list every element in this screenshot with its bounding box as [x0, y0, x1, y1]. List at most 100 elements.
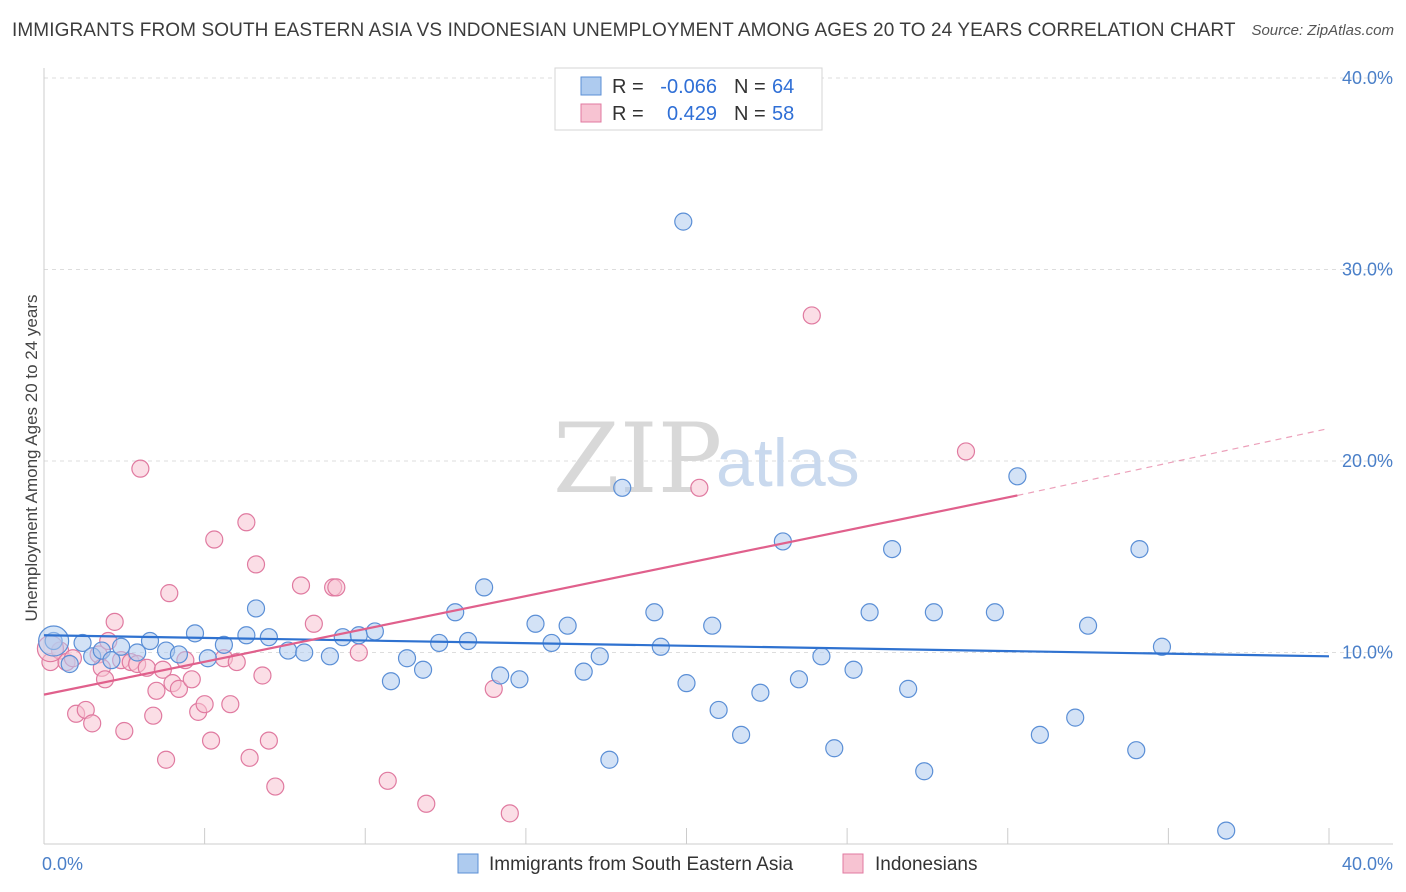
point-immigrants	[1030, 725, 1049, 744]
point-indonesians	[227, 652, 246, 672]
point-immigrants	[185, 624, 205, 643]
point-immigrants	[882, 539, 902, 559]
point-immigrants	[703, 616, 722, 635]
point-indonesians	[246, 555, 266, 574]
point-immigrants	[526, 614, 545, 633]
point-immigrants	[558, 616, 577, 635]
point-indonesians	[105, 612, 124, 631]
point-immigrants	[295, 643, 314, 662]
point-immigrants	[198, 649, 217, 668]
legend-swatch-pink	[580, 103, 602, 123]
point-indonesians	[266, 777, 285, 796]
point-immigrants	[381, 672, 401, 691]
legend-swatch-blue	[580, 76, 602, 96]
legend-n-label-1: N =	[734, 76, 766, 98]
series-immigrants-points	[38, 212, 1236, 840]
point-immigrants	[590, 647, 609, 666]
point-indonesians	[147, 681, 166, 700]
point-immigrants	[732, 725, 751, 744]
chart-title: IMMIGRANTS FROM SOUTH EASTERN ASIA VS IN…	[12, 20, 1236, 41]
legend-n-value-1: 64	[772, 76, 794, 98]
point-indonesians	[802, 306, 821, 325]
point-indonesians	[144, 706, 163, 725]
source-label: Source: ZipAtlas.com	[1251, 22, 1394, 39]
correlation-legend: R = -0.066 N = 64 R = 0.429 N = 58	[554, 67, 823, 131]
point-immigrants	[510, 670, 529, 689]
point-immigrants	[1127, 741, 1146, 760]
point-immigrants	[600, 750, 619, 769]
point-immigrants	[320, 647, 340, 666]
point-indonesians	[378, 771, 397, 790]
point-immigrants	[413, 660, 433, 679]
point-immigrants	[915, 762, 934, 781]
watermark-zip: ZIP	[553, 403, 722, 515]
point-immigrants	[140, 631, 160, 651]
point-indonesians	[327, 578, 346, 597]
point-immigrants	[812, 647, 831, 666]
point-indonesians	[349, 643, 368, 662]
point-indonesians	[500, 804, 519, 823]
point-indonesians	[291, 576, 311, 595]
point-immigrants	[214, 635, 233, 654]
point-indonesians	[240, 748, 259, 767]
point-immigrants	[844, 660, 863, 679]
bottom-legend-swatch-pink	[842, 853, 864, 874]
point-immigrants	[102, 651, 121, 670]
y-tick-label: 10.0%	[1342, 643, 1393, 663]
point-indonesians	[195, 695, 214, 714]
point-indonesians	[156, 750, 176, 769]
point-immigrants-large	[38, 625, 70, 657]
trendline-immigrants	[43, 634, 1330, 658]
point-immigrants	[491, 666, 510, 685]
watermark: ZIP atlas	[553, 403, 860, 515]
point-immigrants	[613, 478, 632, 497]
point-immigrants	[924, 603, 943, 622]
point-immigrants	[985, 603, 1005, 622]
point-indonesians	[417, 794, 436, 813]
legend-r-label-1: R =	[612, 76, 644, 98]
point-indonesians	[237, 513, 256, 532]
y-tick-labels: 10.0% 20.0% 30.0% 40.0%	[1342, 68, 1393, 663]
legend-n-label-2: N =	[734, 103, 766, 125]
point-immigrants	[397, 649, 417, 668]
watermark-atlas: atlas	[716, 425, 860, 501]
point-indonesians	[131, 459, 150, 478]
y-tick-label: 40.0%	[1342, 68, 1393, 88]
point-immigrants	[1130, 539, 1149, 559]
point-indonesians	[95, 670, 115, 689]
point-indonesians	[221, 695, 240, 714]
point-indonesians	[201, 731, 221, 750]
point-immigrants	[169, 645, 189, 664]
point-indonesians	[160, 584, 179, 603]
y-tick-label: 30.0%	[1342, 260, 1393, 280]
point-immigrants	[475, 578, 494, 597]
series-legend: Immigrants from South Eastern Asia Indon…	[457, 853, 977, 875]
point-immigrants	[1008, 467, 1027, 486]
point-immigrants	[860, 603, 879, 622]
bottom-legend-label-blue: Immigrants from South Eastern Asia	[489, 854, 794, 875]
point-immigrants	[73, 633, 92, 653]
point-immigrants	[246, 599, 266, 618]
legend-n-value-2: 58	[772, 103, 794, 125]
point-immigrants	[1217, 821, 1236, 840]
point-immigrants	[1152, 637, 1172, 656]
point-indonesians	[115, 721, 134, 741]
point-immigrants	[574, 662, 593, 681]
y-axis-label: Unemployment Among Ages 20 to 24 years	[22, 295, 41, 622]
trend-lines	[43, 427, 1330, 696]
bottom-legend-label-pink: Indonesians	[875, 854, 977, 875]
point-indonesians	[182, 670, 201, 689]
x-tick-label-max: 40.0%	[1342, 854, 1393, 874]
point-immigrants	[111, 637, 131, 656]
point-indonesians	[83, 714, 102, 733]
point-indonesians	[259, 731, 278, 750]
x-tick-label-min: 0.0%	[42, 854, 83, 874]
x-ticks	[204, 828, 1330, 844]
legend-r-value-1: -0.066	[660, 76, 717, 98]
point-immigrants	[645, 603, 664, 622]
point-immigrants	[458, 631, 478, 651]
point-immigrants	[709, 700, 728, 720]
bottom-legend-swatch-blue	[457, 853, 479, 874]
point-indonesians	[956, 442, 976, 461]
